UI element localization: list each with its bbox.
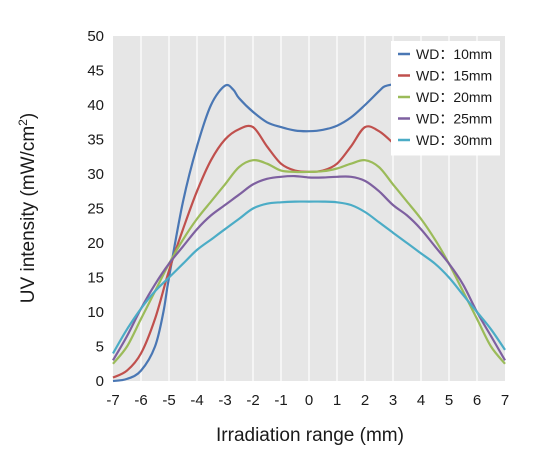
- y-tick-label: 0: [96, 373, 104, 390]
- legend-label: WD：15mm: [416, 68, 492, 84]
- series-line: [112, 83, 394, 383]
- y-tick-label: 15: [87, 270, 104, 287]
- gridlines: [140, 36, 478, 381]
- y-tick-label: 40: [87, 97, 104, 114]
- x-tick-label: 7: [501, 392, 509, 409]
- y-tick-label: 25: [87, 201, 104, 218]
- series-line: [112, 124, 394, 379]
- legend-label: WD：10mm: [416, 46, 492, 62]
- y-tick-label: 5: [96, 339, 104, 356]
- x-tick-label: 1: [333, 392, 341, 409]
- series-line: [112, 200, 506, 354]
- x-tick-label: -1: [274, 392, 287, 409]
- x-tick-label: 6: [473, 392, 481, 409]
- y-tick-label: 10: [87, 304, 104, 321]
- legend: WD：10mm WD：15mm WD：20mm WD：25mm WD：30mm: [391, 41, 500, 156]
- x-tick-label: -3: [218, 392, 231, 409]
- x-tick-label: 3: [389, 392, 397, 409]
- x-tick-label: 4: [417, 392, 425, 409]
- x-tick-label: 0: [305, 392, 313, 409]
- x-axis-label: Irradiation range (mm): [216, 425, 404, 446]
- series-line: [112, 174, 506, 361]
- x-tick-label: -2: [246, 392, 259, 409]
- x-tick-label: -6: [134, 392, 147, 409]
- x-tick-label: -5: [162, 392, 175, 409]
- y-tick-label: 20: [87, 235, 104, 252]
- series-line: [112, 159, 506, 365]
- x-tick-label: 5: [445, 392, 453, 409]
- y-tick-label: 50: [87, 28, 104, 45]
- legend-label: WD：30mm: [416, 132, 492, 148]
- series-lines: [112, 83, 506, 383]
- y-axis-ticks: 0 5 10 15 20 25 30 35 40 45 50: [87, 28, 104, 390]
- y-tick-label: 30: [87, 166, 104, 183]
- legend-label: WD：20mm: [416, 89, 492, 105]
- x-tick-label: -4: [190, 392, 203, 409]
- legend-label: WD：25mm: [416, 111, 492, 127]
- x-axis-ticks: -7 -6 -5 -4 -3 -2 -1 0 1 2 3 4 5 6 7: [106, 392, 509, 409]
- y-axis-label: UV intensity (mW/cm2): [16, 113, 39, 303]
- y-tick-label: 35: [87, 132, 104, 149]
- y-tick-label: 45: [87, 63, 104, 80]
- x-tick-label: 2: [361, 392, 369, 409]
- x-tick-label: -7: [106, 392, 119, 409]
